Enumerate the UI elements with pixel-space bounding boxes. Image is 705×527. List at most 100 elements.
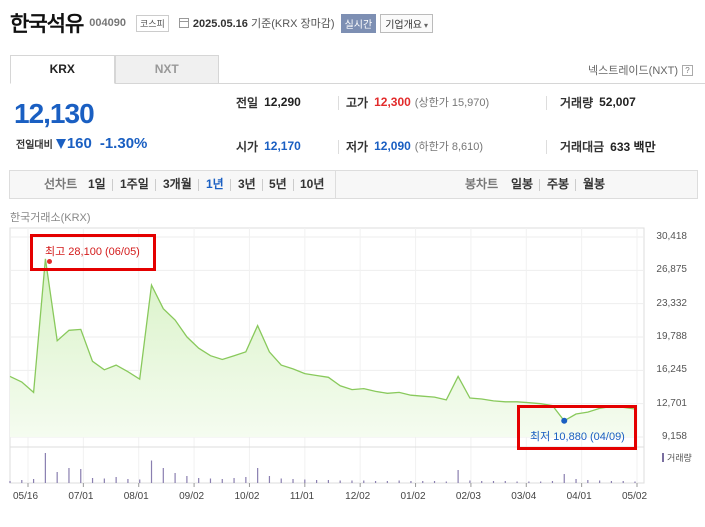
period-5y[interactable]: 5년 bbox=[269, 177, 287, 191]
x-tick-label: 05/16 bbox=[13, 491, 39, 502]
stat-label: 전일 bbox=[236, 95, 259, 110]
change-label: 전일대비 bbox=[16, 140, 53, 151]
volume-bar bbox=[622, 481, 624, 483]
volume-bar bbox=[599, 480, 601, 483]
volume-legend: 거래량 bbox=[662, 451, 692, 464]
volume-bar bbox=[610, 481, 613, 483]
stat-label: 거래대금 bbox=[560, 139, 605, 154]
volume-bar bbox=[9, 481, 11, 483]
volume-bar bbox=[587, 480, 589, 483]
low-marker bbox=[561, 417, 568, 424]
divider bbox=[338, 96, 339, 110]
volume-bar bbox=[540, 481, 542, 483]
x-tick-label: 11/01 bbox=[289, 491, 315, 502]
volume-bar bbox=[410, 481, 412, 483]
candle-monthly[interactable]: 월봉 bbox=[583, 177, 606, 191]
x-tick-label: 03/04 bbox=[511, 491, 537, 502]
y-tick-label: 9,158 bbox=[661, 431, 687, 442]
stat-value: 12,290 bbox=[264, 95, 301, 109]
chart-source: 한국거래소(KRX) bbox=[10, 212, 91, 224]
tab-krx[interactable]: KRX bbox=[10, 55, 115, 84]
divider bbox=[546, 96, 547, 110]
volume-bar bbox=[433, 481, 436, 483]
price-chart[interactable]: 거래량 최고 28,100 (06/05) 최저 10,880 (04/09) … bbox=[0, 225, 705, 527]
price-chart-svg bbox=[9, 227, 645, 487]
volume-bar bbox=[68, 468, 70, 483]
calendar-icon bbox=[178, 18, 189, 28]
volume-bar bbox=[21, 480, 23, 483]
stock-name: 한국석유 bbox=[10, 13, 84, 36]
chevron-down-icon: ▾ bbox=[424, 20, 429, 30]
stat-value: 12,170 bbox=[264, 139, 301, 153]
candle-daily[interactable]: 일봉 bbox=[511, 177, 534, 191]
volume-bar bbox=[327, 480, 329, 483]
volume-bar bbox=[91, 478, 94, 483]
divider bbox=[262, 179, 263, 191]
volume-bar bbox=[162, 468, 164, 483]
volume-bar bbox=[103, 478, 105, 483]
stat-value: 52,007 bbox=[599, 95, 636, 109]
y-tick-label: 19,788 bbox=[656, 331, 687, 342]
volume-bar bbox=[115, 477, 117, 483]
company-info-dropdown[interactable]: 기업개요 ▾ bbox=[380, 13, 434, 33]
period-1w[interactable]: 1주일 bbox=[120, 177, 149, 191]
tab-nxt[interactable]: NXT bbox=[114, 55, 219, 84]
volume-bar bbox=[351, 480, 353, 483]
stat-volume: 거래량 52,007 bbox=[560, 88, 636, 116]
volume-bar bbox=[209, 478, 212, 483]
volume-bar bbox=[174, 473, 176, 483]
realtime-button[interactable]: 실시간 bbox=[340, 13, 377, 33]
x-tick-label: 09/02 bbox=[179, 491, 205, 502]
divider bbox=[546, 140, 547, 154]
volume-bar bbox=[374, 481, 377, 483]
divider bbox=[198, 179, 199, 191]
y-tick-label: 30,418 bbox=[656, 231, 687, 242]
candle-weekly[interactable]: 주봉 bbox=[547, 177, 570, 191]
stat-low: 저가 12,090 (하한가 8,610) bbox=[346, 132, 483, 160]
line-chart-label: 선차트 bbox=[44, 177, 78, 191]
down-triangle-icon bbox=[55, 138, 66, 149]
volume-bar bbox=[634, 481, 636, 483]
volume-bar bbox=[339, 480, 341, 483]
volume-bar bbox=[233, 478, 235, 483]
volume-bar bbox=[221, 479, 223, 483]
stat-label: 고가 bbox=[346, 95, 369, 110]
stats-row: 전일 12,290 고가 12,300 (상한가 15,970) 거래량 52,… bbox=[222, 88, 692, 116]
high-marker bbox=[47, 259, 52, 264]
volume-bar bbox=[186, 476, 188, 483]
x-tick-label: 08/01 bbox=[123, 491, 149, 502]
price-line bbox=[9, 258, 636, 422]
nextrade-link[interactable]: 넥스트레이드(NXT) ? bbox=[588, 62, 693, 78]
volume-bar bbox=[551, 481, 554, 483]
stat-open: 시가 12,170 bbox=[236, 132, 301, 160]
y-tick-label: 12,701 bbox=[656, 397, 687, 409]
low-annotation: 최저 10,880 (04/09) bbox=[517, 405, 637, 450]
volume-bar bbox=[80, 469, 82, 483]
candle-chart-label: 봉차트 bbox=[465, 177, 499, 191]
period-3m[interactable]: 3개월 bbox=[163, 177, 192, 191]
y-tick-label: 16,245 bbox=[656, 364, 687, 376]
volume-bar bbox=[575, 479, 577, 483]
period-1d[interactable]: 1일 bbox=[88, 177, 106, 191]
volume-bar bbox=[398, 480, 400, 483]
help-icon[interactable]: ? bbox=[682, 64, 693, 76]
stats-row: 시가 12,170 저가 12,090 (하한가 8,610) 거래대금 633… bbox=[222, 132, 692, 160]
x-tick-label: 02/03 bbox=[455, 491, 481, 502]
change-percent: -1.30% bbox=[99, 135, 148, 152]
volume-bar bbox=[516, 481, 518, 483]
stat-prev-close: 전일 12,290 bbox=[236, 88, 301, 116]
volume-bar bbox=[528, 481, 530, 483]
stat-label: 시가 bbox=[236, 139, 259, 154]
divider bbox=[338, 140, 339, 154]
x-tick-label: 12/02 bbox=[345, 491, 371, 502]
high-label: 최고 28,100 (06/05) bbox=[45, 246, 140, 258]
volume-bar bbox=[150, 460, 153, 483]
chart-frame bbox=[9, 227, 645, 484]
y-tick-label: 26,875 bbox=[656, 264, 687, 276]
volume-bar bbox=[481, 481, 483, 483]
volume-bar bbox=[127, 479, 129, 483]
volume-bar bbox=[44, 453, 46, 483]
period-1y[interactable]: 1년 bbox=[206, 177, 224, 191]
period-10y[interactable]: 10년 bbox=[300, 177, 325, 191]
period-3y[interactable]: 3년 bbox=[238, 177, 256, 191]
